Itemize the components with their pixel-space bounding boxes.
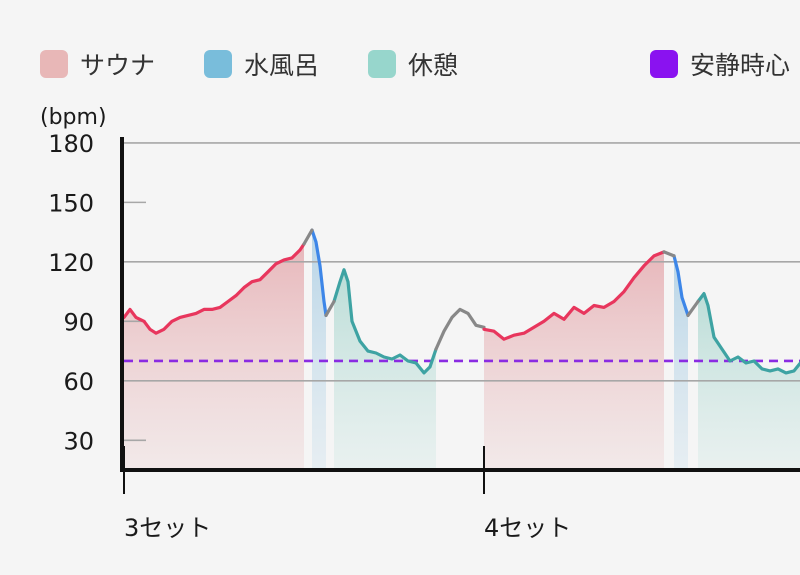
hr-line-transition-9: [662, 250, 676, 258]
hr-line-sauna-6: [482, 250, 666, 341]
legend-label-rest: 休憩: [408, 51, 459, 80]
y-tick-label-150: 150: [48, 189, 94, 217]
hr-line-cold-1: [310, 228, 328, 317]
hr-line-transition-10: [686, 299, 700, 317]
y-axis-unit-label: (bpm): [40, 105, 107, 130]
legend-label-cold: 水風呂: [244, 51, 320, 80]
hr-line-sauna-0: [122, 242, 306, 335]
phase-area-rest-2: [334, 269, 436, 470]
y-tick-label-180: 180: [48, 130, 94, 158]
y-tick-label-60: 60: [63, 368, 94, 396]
legend-swatch-rest: [368, 50, 396, 78]
hr-line-rest-8: [696, 292, 800, 375]
legend-item-resting-hr[interactable]: 安静時心: [650, 46, 790, 82]
hr-line-transition-5: [324, 299, 336, 317]
legend-item-cold[interactable]: 水風呂: [204, 46, 319, 82]
set-marker-label-3: 3セット: [124, 514, 211, 542]
phase-area-sauna-0: [124, 244, 304, 470]
y-tick-label-30: 30: [63, 427, 94, 455]
legend-item-rest[interactable]: 休憩: [368, 46, 458, 82]
hr-line-transition-3: [434, 307, 486, 351]
legend-swatch-cold: [204, 50, 232, 78]
y-tick-label-120: 120: [48, 249, 94, 277]
legend-swatch-resting-hr: [650, 50, 678, 78]
hr-line-cold-7: [672, 254, 690, 317]
hr-line-rest-2: [332, 268, 438, 375]
legend-label-resting-hr: 安静時心: [690, 51, 791, 80]
set-marker-label-4: 4セット: [484, 514, 571, 542]
hr-line-transition-4: [302, 228, 314, 246]
legend-item-sauna[interactable]: サウナ: [40, 46, 155, 82]
phase-area-rest-8: [698, 293, 800, 470]
legend-label-sauna: サウナ: [80, 51, 156, 80]
legend: サウナ 水風呂 休憩 安静時心: [40, 46, 800, 82]
y-tick-label-90: 90: [63, 308, 94, 336]
legend-swatch-sauna: [40, 50, 68, 78]
